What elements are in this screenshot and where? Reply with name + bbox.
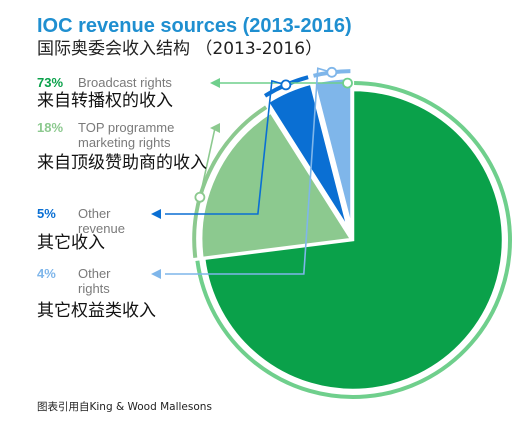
pie-callout-dot-4 bbox=[326, 66, 338, 78]
pie-callout-arrow-1 bbox=[210, 78, 220, 88]
pie-callout-line-2 bbox=[199, 127, 216, 198]
pie-ring-2 bbox=[192, 105, 268, 258]
pie-slices bbox=[199, 76, 505, 392]
pie-callout-arrow-3 bbox=[151, 209, 161, 219]
pie-slice-2 bbox=[199, 110, 354, 260]
pie-pct-label-3: 5% bbox=[37, 206, 56, 221]
pie-pct-label-4: 4% bbox=[37, 266, 56, 281]
pie-label-3-line-2: revenue bbox=[78, 221, 125, 236]
pie-label-zh-1: 来自转播权的收入 bbox=[37, 91, 173, 111]
pie-callout-line-4 bbox=[165, 67, 333, 275]
source-note: 图表引用自King & Wood Mallesons bbox=[37, 400, 212, 413]
pie-pct-label-2: 18% bbox=[37, 120, 63, 135]
pie-callout-dot-2 bbox=[194, 191, 206, 203]
pie-label-zh-3: 其它收入 bbox=[37, 233, 105, 253]
pie-label-zh-4: 其它权益类收入 bbox=[37, 301, 156, 321]
pie-callout-dot-3 bbox=[280, 79, 292, 91]
pie-callouts bbox=[151, 66, 353, 279]
pie-ring-1 bbox=[195, 81, 512, 399]
pie-label-2-line-1: TOP programme bbox=[78, 120, 174, 135]
pie-callout-arrow-2 bbox=[210, 123, 220, 133]
pie-label-4-line-2: rights bbox=[78, 281, 110, 296]
pie-callout-dot-1 bbox=[342, 77, 353, 89]
pie-callout-line-3 bbox=[165, 79, 287, 215]
pie-label-2-line-2: marketing rights bbox=[78, 135, 171, 150]
pie-label-4-line-1: Other bbox=[78, 266, 111, 281]
pie-slice-1 bbox=[202, 88, 505, 392]
pie-label-1-line-1: Broadcast rights bbox=[78, 75, 172, 90]
chart-title: IOC revenue sources (2013-2016) bbox=[37, 15, 352, 37]
pie-label-zh-2: 来自顶级赞助商的收入 bbox=[37, 153, 207, 173]
pie-pct-label-1: 73% bbox=[37, 75, 63, 90]
pie-callout-arrow-4 bbox=[151, 269, 161, 279]
chart-subtitle: 国际奥委会收入结构 （2013-2016） bbox=[37, 39, 322, 59]
pie-label-3-line-1: Other bbox=[78, 206, 111, 221]
